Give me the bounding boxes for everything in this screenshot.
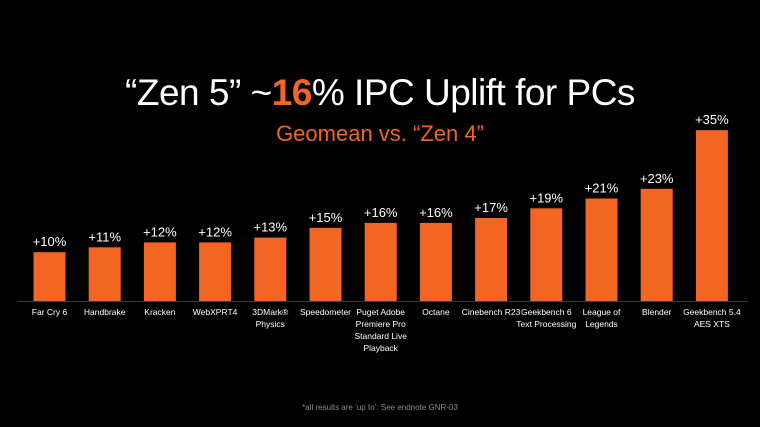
title-accent: 16 <box>271 72 313 113</box>
data-label-8: +17% <box>474 200 508 215</box>
category-label-2: Kracken <box>144 307 175 317</box>
category-label-3: WebXPRT4 <box>193 307 238 317</box>
chart-subtitle: Geomean vs. “Zen 4” <box>276 121 484 146</box>
bar-9 <box>530 208 563 301</box>
data-label-6: +16% <box>364 205 398 220</box>
bar-4 <box>254 237 287 301</box>
bar-8 <box>475 218 508 301</box>
chart-title: “Zen 5” ~16% IPC Uplift for PCs <box>0 72 760 114</box>
category-label-6: Puget Adobe Premiere Pro Standard Live Play… <box>354 307 407 353</box>
data-label-5: +15% <box>309 210 343 225</box>
bar-11 <box>640 188 673 301</box>
bar-1 <box>88 247 121 301</box>
category-label-9: Geekbench 6 Text Processing <box>516 307 576 329</box>
data-label-4: +13% <box>253 220 287 235</box>
data-label-1: +11% <box>88 229 121 244</box>
category-label-8: Cinebench R23 <box>462 307 521 317</box>
category-label-1: Handbrake <box>84 307 126 317</box>
category-label-11: Blender <box>642 307 671 317</box>
bar-6 <box>364 222 397 301</box>
title-suffix: % IPC Uplift for PCs <box>311 72 636 113</box>
category-label-5: Speedometer <box>300 307 351 317</box>
bar-7 <box>419 222 452 301</box>
data-label-10: +21% <box>585 181 619 196</box>
bar-2 <box>143 242 176 301</box>
category-label-10: League of Legends <box>583 307 621 329</box>
data-label-12: +35% <box>695 112 729 127</box>
category-label-0: Far Cry 6 <box>32 307 68 317</box>
title-prefix: “Zen 5” ~ <box>125 72 272 113</box>
bar-3 <box>199 242 232 301</box>
data-label-3: +12% <box>198 224 232 239</box>
bar-5 <box>309 227 342 301</box>
data-label-11: +23% <box>640 171 674 186</box>
data-label-7: +16% <box>419 205 453 220</box>
bar-0 <box>33 252 66 301</box>
category-label-7: Octane <box>422 307 450 317</box>
data-label-2: +12% <box>143 224 177 239</box>
bar-10 <box>585 198 618 301</box>
bar-12 <box>695 130 728 301</box>
data-label-0: +10% <box>33 234 67 249</box>
category-label-12: Geekbench 5.4 AES XTS <box>683 307 741 329</box>
category-label-4: 3DMark® Physics <box>252 307 289 329</box>
footnote: *all results are ‘up to’. See endnote GN… <box>302 403 458 412</box>
data-label-9: +19% <box>529 190 563 205</box>
